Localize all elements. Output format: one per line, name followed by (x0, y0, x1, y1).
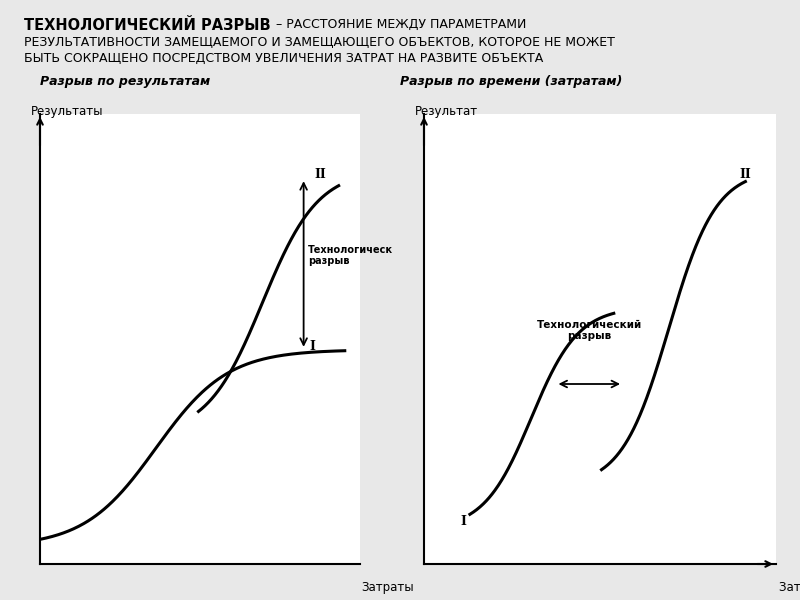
Text: Затраты: Затраты (362, 581, 414, 594)
Text: II: II (739, 168, 751, 181)
Text: БЫТЬ СОКРАЩЕНО ПОСРЕДСТВОМ УВЕЛИЧЕНИЯ ЗАТРАТ НА РАЗВИТЕ ОБЪЕКТА: БЫТЬ СОКРАЩЕНО ПОСРЕДСТВОМ УВЕЛИЧЕНИЯ ЗА… (24, 52, 543, 65)
Text: Технологический
разрыв: Технологический разрыв (537, 320, 642, 341)
Text: Результаты: Результаты (31, 105, 103, 118)
Text: – РАССТОЯНИЕ МЕЖДУ ПАРАМЕТРАМИ: – РАССТОЯНИЕ МЕЖДУ ПАРАМЕТРАМИ (276, 18, 526, 31)
Text: Технологическ
разрыв: Технологическ разрыв (308, 245, 394, 266)
Text: I: I (310, 340, 315, 353)
Text: Разрыв по результатам: Разрыв по результатам (40, 75, 210, 88)
Text: II: II (314, 168, 326, 181)
Text: РЕЗУЛЬТАТИВНОСТИ ЗАМЕЩАЕМОГО И ЗАМЕЩАЮЩЕГО ОБЪЕКТОВ, КОТОРОЕ НЕ МОЖЕТ: РЕЗУЛЬТАТИВНОСТИ ЗАМЕЩАЕМОГО И ЗАМЕЩАЮЩЕ… (24, 35, 615, 48)
Text: I: I (461, 515, 466, 529)
Text: Результат: Результат (415, 105, 478, 118)
Text: Затраты (время): Затраты (время) (779, 581, 800, 594)
Text: Разрыв по времени (затратам): Разрыв по времени (затратам) (400, 75, 622, 88)
Text: ТЕХНОЛОГИЧЕСКИЙ РАЗРЫВ: ТЕХНОЛОГИЧЕСКИЙ РАЗРЫВ (24, 18, 270, 33)
